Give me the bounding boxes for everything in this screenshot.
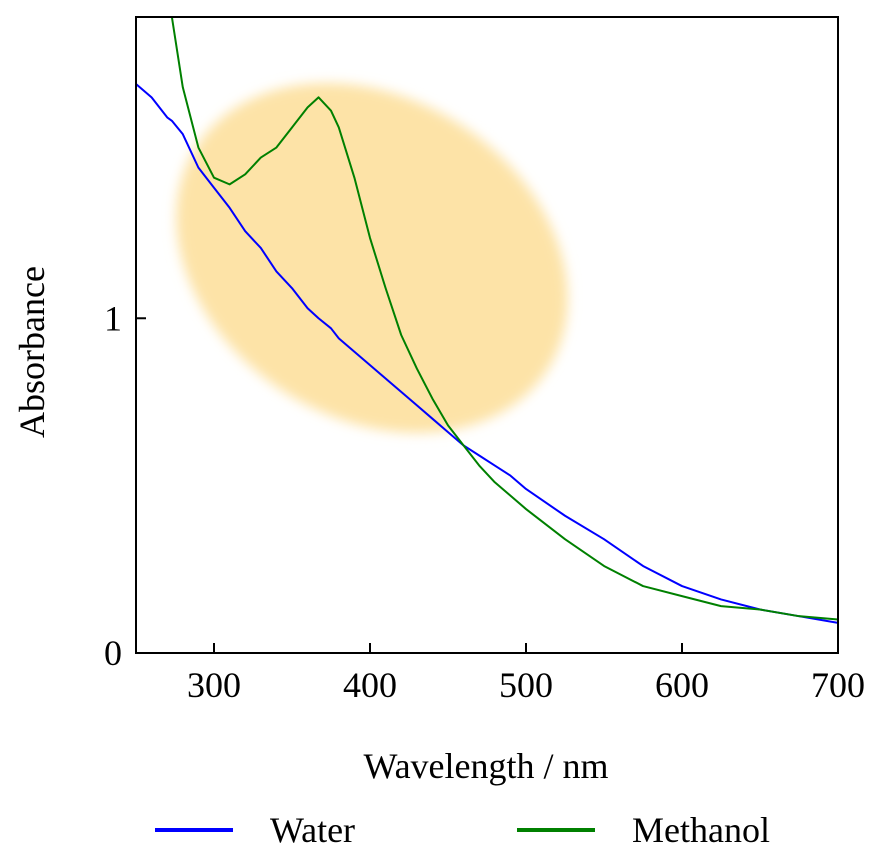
y-axis-label: Absorbance (12, 266, 52, 438)
x-axis-label: Wavelength / nm (363, 746, 608, 786)
plot-frame (135, 16, 839, 654)
line (135, 83, 839, 624)
legend-label: Water (270, 810, 355, 850)
x-tick-label: 600 (655, 665, 709, 705)
line (170, 16, 839, 621)
legend-label: Methanol (632, 810, 770, 850)
plot (135, 16, 839, 624)
x-tick-label: 400 (343, 665, 397, 705)
x-tick-label: 700 (811, 665, 865, 705)
highlight (176, 83, 568, 433)
y-tick-label: 0 (104, 633, 122, 673)
x-tick-label: 500 (499, 665, 553, 705)
x-tick-label: 300 (187, 665, 241, 705)
y-tick-label: 1 (104, 298, 122, 338)
